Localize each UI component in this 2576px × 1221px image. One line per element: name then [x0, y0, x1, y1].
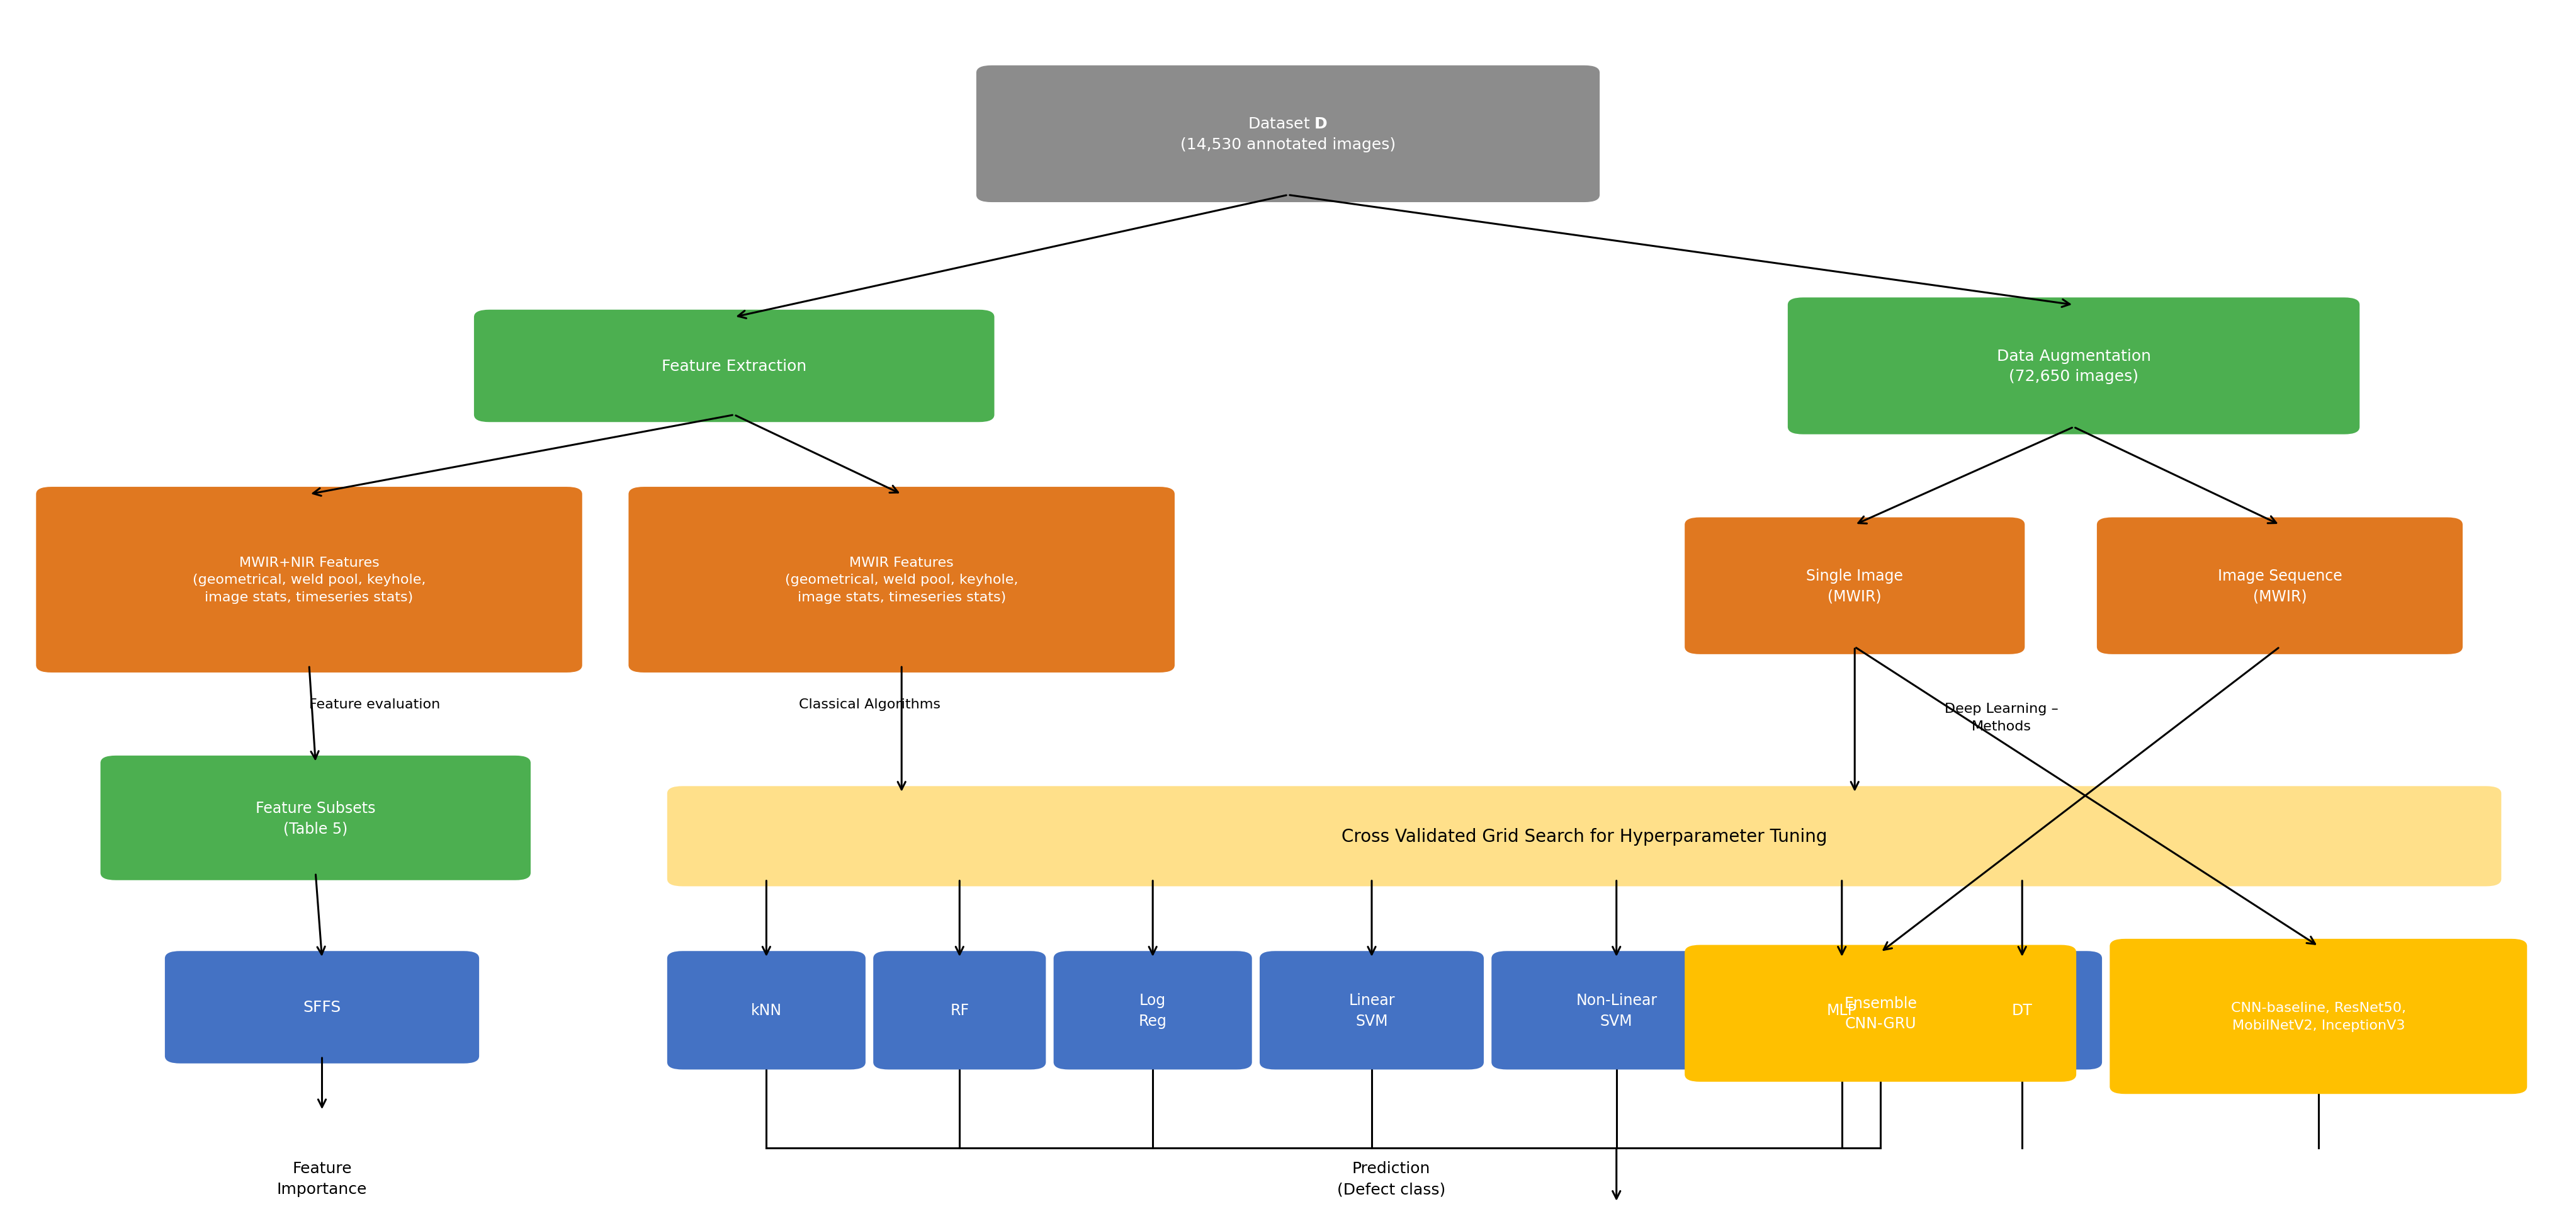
Text: SFFS: SFFS — [304, 1000, 340, 1015]
Text: Feature Subsets
(Table 5): Feature Subsets (Table 5) — [255, 800, 376, 836]
Text: MWIR+NIR Features
(geometrical, weld pool, keyhole,
image stats, timeseries stat: MWIR+NIR Features (geometrical, weld poo… — [193, 557, 425, 603]
Text: Feature
Importance: Feature Importance — [276, 1160, 368, 1197]
FancyBboxPatch shape — [2110, 939, 2527, 1094]
FancyBboxPatch shape — [100, 756, 531, 880]
FancyBboxPatch shape — [1685, 945, 2076, 1082]
Text: Linear
SVM: Linear SVM — [1350, 993, 1394, 1028]
FancyBboxPatch shape — [1054, 951, 1252, 1070]
Text: Non-Linear
SVM: Non-Linear SVM — [1577, 993, 1656, 1028]
Text: Single Image
(MWIR): Single Image (MWIR) — [1806, 568, 1904, 604]
Text: Cross Validated Grid Search for Hyperparameter Tuning: Cross Validated Grid Search for Hyperpar… — [1342, 828, 1826, 845]
Text: Data Augmentation
(72,650 images): Data Augmentation (72,650 images) — [1996, 348, 2151, 385]
Text: kNN: kNN — [750, 1002, 783, 1018]
Text: RF: RF — [951, 1002, 969, 1018]
FancyBboxPatch shape — [165, 951, 479, 1063]
FancyBboxPatch shape — [1492, 951, 1741, 1070]
FancyBboxPatch shape — [2097, 518, 2463, 654]
FancyBboxPatch shape — [667, 786, 2501, 886]
Text: Ensemble
CNN-GRU: Ensemble CNN-GRU — [1844, 995, 1917, 1032]
Text: CNN-baseline, ResNet50,
MobilNetV2, InceptionV3: CNN-baseline, ResNet50, MobilNetV2, Ince… — [2231, 1001, 2406, 1032]
FancyBboxPatch shape — [1685, 518, 2025, 654]
FancyBboxPatch shape — [629, 487, 1175, 673]
Text: Feature Extraction: Feature Extraction — [662, 359, 806, 374]
Text: Image Sequence
(MWIR): Image Sequence (MWIR) — [2218, 568, 2342, 604]
Text: Classical Algorithms: Classical Algorithms — [799, 698, 940, 711]
FancyBboxPatch shape — [1942, 951, 2102, 1070]
Text: Log
Reg: Log Reg — [1139, 993, 1167, 1028]
Text: MWIR Features
(geometrical, weld pool, keyhole,
image stats, timeseries stats): MWIR Features (geometrical, weld pool, k… — [786, 557, 1018, 603]
Text: DT: DT — [2012, 1002, 2032, 1018]
FancyBboxPatch shape — [1260, 951, 1484, 1070]
FancyBboxPatch shape — [36, 487, 582, 673]
Text: Dataset $\mathbf{D}$
(14,530 annotated images): Dataset $\mathbf{D}$ (14,530 annotated i… — [1180, 116, 1396, 153]
FancyBboxPatch shape — [1788, 298, 2360, 435]
Text: Feature evaluation: Feature evaluation — [309, 698, 440, 711]
FancyBboxPatch shape — [667, 951, 866, 1070]
FancyBboxPatch shape — [474, 310, 994, 422]
Text: MLP: MLP — [1826, 1002, 1857, 1018]
FancyBboxPatch shape — [873, 951, 1046, 1070]
Text: Prediction
(Defect class): Prediction (Defect class) — [1337, 1160, 1445, 1197]
FancyBboxPatch shape — [976, 66, 1600, 203]
Text: Deep Learning –
Methods: Deep Learning – Methods — [1945, 702, 2058, 733]
FancyBboxPatch shape — [1749, 951, 1935, 1070]
